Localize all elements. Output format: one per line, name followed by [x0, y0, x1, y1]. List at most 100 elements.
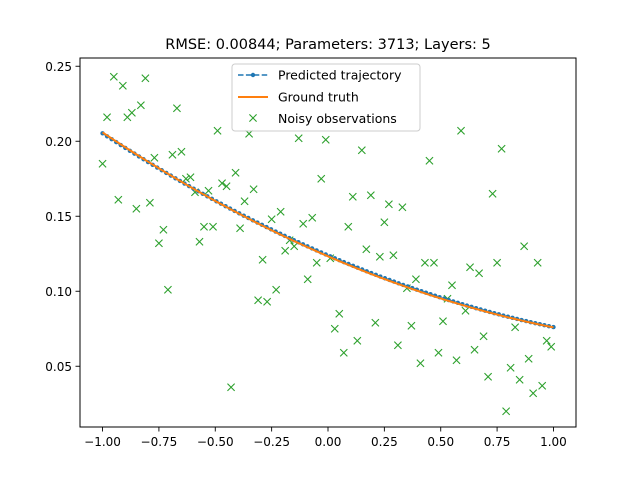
- noisy-observation-point: [136, 101, 145, 110]
- noisy-observation-point: [389, 251, 398, 260]
- noisy-observation-point: [114, 195, 123, 204]
- noisy-observation-point: [240, 197, 249, 206]
- legend-entry-ground-truth: Ground truth: [238, 90, 359, 105]
- noisy-observation-point: [181, 174, 190, 183]
- noisy-observation-point: [425, 156, 434, 165]
- series-ground-truth: [101, 131, 554, 329]
- noisy-observation-point: [497, 144, 506, 153]
- legend-entry-noisy: Noisy observations: [249, 111, 397, 126]
- noisy-observation-point: [344, 222, 353, 231]
- noisy-observation-point: [103, 113, 112, 122]
- noisy-observation-point: [488, 189, 497, 198]
- noisy-observation-point: [470, 345, 479, 354]
- legend-predicted-label: Predicted trajectory: [278, 68, 402, 83]
- noisy-observation-point: [163, 285, 172, 294]
- noisy-observation-point: [353, 336, 362, 345]
- noisy-observation-point: [98, 159, 107, 168]
- noisy-observation-point: [200, 222, 208, 231]
- legend: Predicted trajectory Ground truth Noisy …: [231, 63, 421, 132]
- x-axis: −1.00 −0.75 −0.50 −0.25 0.00 0.25 0.50 0.75 1.00: [84, 427, 567, 449]
- y-tick-label: 0.25: [45, 60, 72, 74]
- noisy-observation-point: [362, 245, 371, 254]
- noisy-observation-point: [461, 306, 470, 315]
- noisy-observation-point: [475, 269, 484, 278]
- noisy-observation-point: [218, 179, 227, 188]
- noisy-observation-point: [272, 285, 281, 294]
- noisy-observation-point: [168, 150, 177, 159]
- chart-title: RMSE: 0.00844; Parameters: 3713; Layers:…: [165, 37, 491, 53]
- noisy-observation-point: [506, 363, 515, 372]
- noisy-observation-point: [393, 341, 402, 350]
- noisy-observation-point: [209, 222, 218, 231]
- noisy-observation-point: [127, 108, 136, 117]
- noisy-observation-point: [154, 239, 163, 248]
- y-axis: 0.05 0.10 0.15 0.20 0.25: [45, 60, 80, 374]
- noisy-observation-point: [267, 215, 276, 224]
- noisy-observation-point: [366, 191, 375, 200]
- noisy-observation-point: [493, 258, 502, 267]
- noisy-observation-point: [294, 134, 303, 143]
- legend-noisy-label: Noisy observations: [278, 111, 397, 126]
- noisy-observation-point: [249, 185, 258, 194]
- noisy-observation-point: [109, 72, 118, 81]
- x-tick-label: 0.25: [371, 435, 398, 449]
- noisy-observation-point: [398, 203, 407, 212]
- noisy-observation-point: [132, 204, 141, 213]
- noisy-observation-point: [411, 275, 420, 284]
- x-tick-label: 0.00: [315, 435, 342, 449]
- noisy-observation-point: [452, 356, 461, 365]
- legend-noisy-x: [249, 114, 257, 122]
- noisy-observation-point: [515, 375, 524, 384]
- y-tick-label: 0.15: [45, 210, 72, 224]
- series-noisy-observations: [98, 72, 556, 416]
- x-tick-label: −1.00: [84, 435, 121, 449]
- noisy-observation-point: [317, 174, 326, 183]
- noisy-observation-point: [357, 146, 366, 155]
- noisy-observation-point: [330, 324, 339, 333]
- noisy-observation-point: [375, 252, 384, 261]
- legend-noisy-marker: [249, 114, 257, 122]
- ground-truth-line: [101, 131, 554, 329]
- y-tick-label: 0.20: [45, 135, 72, 149]
- noisy-observation-point: [429, 258, 438, 267]
- x-tick-label: −0.50: [197, 435, 234, 449]
- noisy-observation-point: [384, 200, 393, 209]
- noisy-observation-point: [538, 381, 547, 390]
- noisy-observation-point: [254, 296, 263, 305]
- noisy-observation-point: [348, 192, 357, 201]
- noisy-observation-point: [542, 336, 551, 345]
- x-tick-label: 1.00: [540, 435, 567, 449]
- plot-area: [98, 72, 556, 416]
- noisy-observation-point: [466, 263, 475, 272]
- y-tick-label: 0.10: [45, 285, 72, 299]
- noisy-observation-point: [145, 198, 154, 207]
- y-tick-label: 0.05: [45, 360, 72, 374]
- noisy-observation-point: [339, 348, 348, 357]
- noisy-observation-point: [303, 275, 312, 284]
- noisy-observation-point: [380, 218, 389, 227]
- noisy-observation-point: [172, 104, 181, 113]
- noisy-observation-point: [407, 321, 416, 330]
- x-tick-label: 0.75: [484, 435, 511, 449]
- noisy-observation-point: [308, 213, 317, 222]
- noisy-observation-point: [438, 317, 447, 326]
- noisy-observation-point: [371, 318, 380, 327]
- noisy-observation-point: [335, 309, 344, 318]
- noisy-observation-point: [484, 372, 493, 381]
- noisy-observation-point: [479, 332, 488, 341]
- noisy-observation-point: [502, 407, 511, 416]
- x-tick-label: −0.75: [141, 435, 178, 449]
- noisy-observation-point: [529, 389, 538, 398]
- noisy-observation-point: [222, 182, 231, 191]
- noisy-observation-point: [150, 153, 159, 162]
- noisy-observation-point: [520, 242, 529, 251]
- legend-ground-truth-label: Ground truth: [278, 90, 359, 105]
- noisy-observation-point: [524, 354, 533, 363]
- noisy-observation-point: [159, 225, 168, 234]
- noisy-observation-point: [213, 126, 222, 135]
- noisy-observation-point: [416, 359, 425, 368]
- noisy-observation-point: [141, 74, 150, 83]
- noisy-observation-point: [312, 258, 321, 267]
- noisy-observation-point: [177, 147, 186, 156]
